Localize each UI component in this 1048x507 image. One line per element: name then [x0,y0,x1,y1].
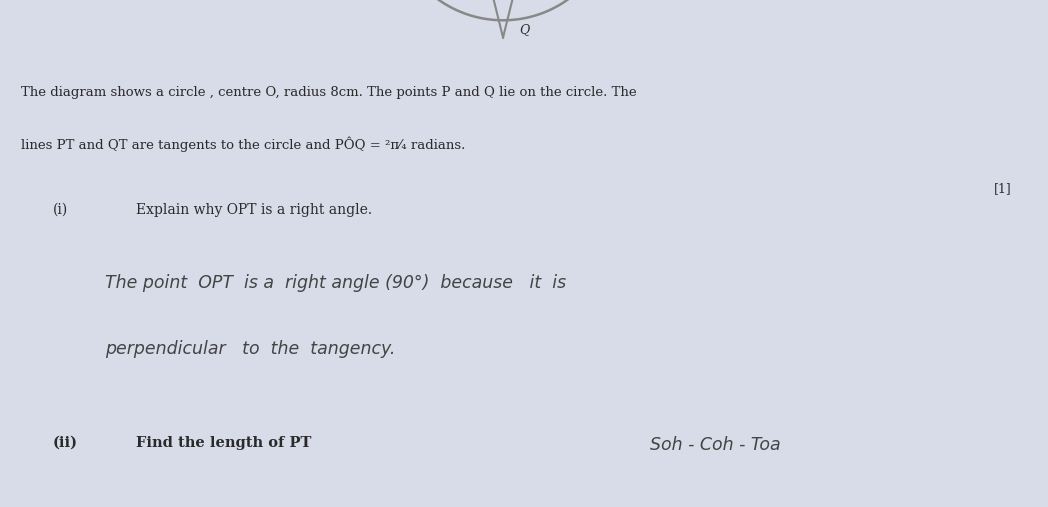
Text: perpendicular   to  the  tangency.: perpendicular to the tangency. [105,340,395,358]
Text: Q: Q [519,23,529,36]
Text: The point  OPT  is a  right angle (90°)  because   it  is: The point OPT is a right angle (90°) bec… [105,274,566,292]
Text: Explain why OPT is a right angle.: Explain why OPT is a right angle. [136,203,372,217]
Text: lines PT and QT are tangents to the circle and PÔQ = ²π⁄₄ radians.: lines PT and QT are tangents to the circ… [21,137,465,153]
Text: Find the length of PT: Find the length of PT [136,436,311,450]
Text: (ii): (ii) [52,436,78,450]
Text: (i): (i) [52,203,68,217]
Text: Soh - Coh - Toa: Soh - Coh - Toa [650,436,781,454]
Text: [1]: [1] [994,183,1011,196]
Text: The diagram shows a circle , centre O, radius 8cm. The points P and Q lie on the: The diagram shows a circle , centre O, r… [21,86,636,99]
